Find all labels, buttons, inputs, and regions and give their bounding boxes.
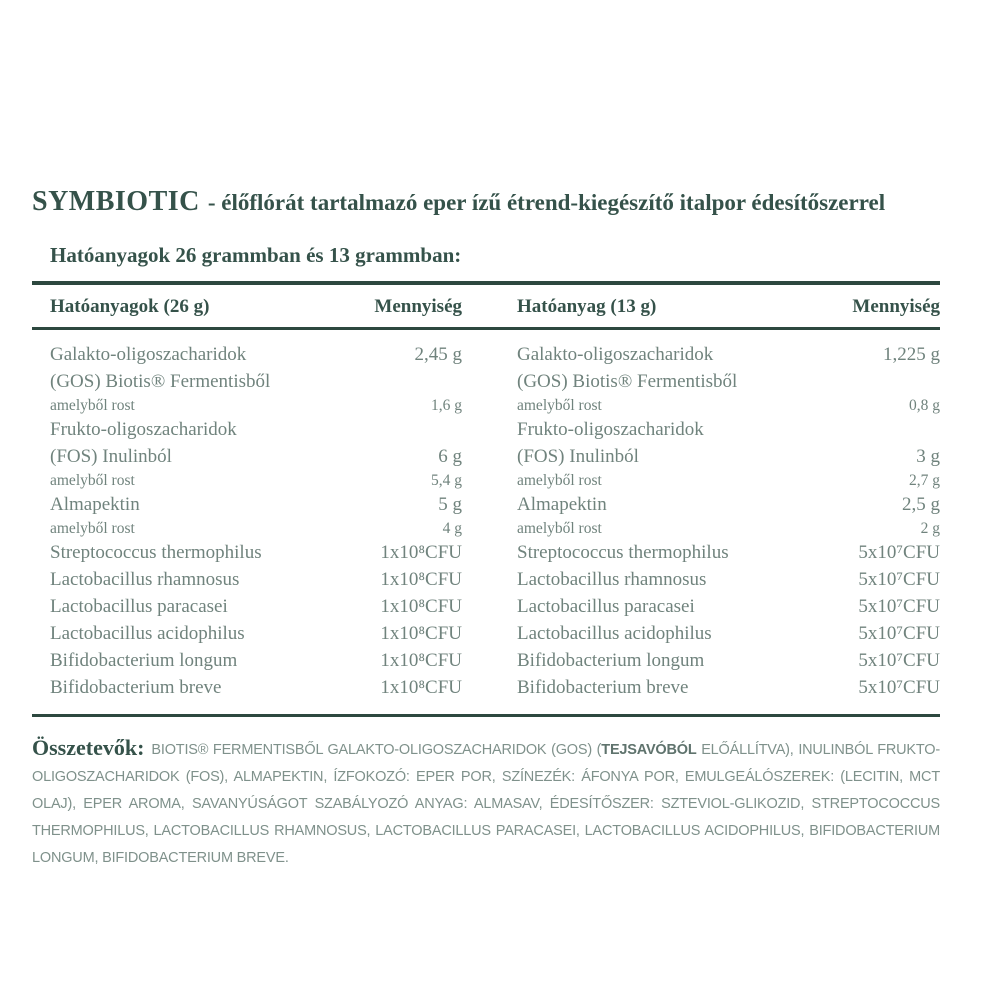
ingredient-amount-13g: 5x10⁷CFU (858, 596, 940, 617)
table-row: Lactobacillus acidophilus 1x10⁸CFU Lacto… (32, 620, 940, 647)
ingredient-name-26g: amelyből rost (50, 472, 135, 489)
ingredient-name-13g: Galakto-oligoszacharidok (517, 344, 714, 365)
active-ingredients-table: Hatóanyagok (26 g) Mennyiség Hatóanyag (… (32, 281, 940, 717)
ingredient-amount-26g: 1x10⁸CFU (380, 650, 462, 671)
product-label-page: SYMBIOTIC - élőflórát tartalmazó eper íz… (32, 186, 968, 872)
ingredients-text-2: ELŐÁLLÍTVA), INULINBÓL FRUKTO-OLIGOSZACH… (32, 742, 940, 866)
table-row: amelyből rost 4 g amelyből rost 2 g (32, 518, 940, 539)
ingredient-amount-13g: 3 g (916, 446, 940, 467)
section-subtitle: Hatóanyagok 26 grammban és 13 grammban: (50, 243, 462, 267)
ingredient-amount-13g: 1,225 g (883, 344, 940, 365)
ingredient-amount-26g: 4 g (442, 520, 462, 537)
ingredient-amount-13g: 5x10⁷CFU (858, 623, 940, 644)
ingredient-name-13g: Lactobacillus paracasei (517, 596, 695, 617)
page-title: SYMBIOTIC - élőflórát tartalmazó eper íz… (32, 186, 968, 218)
table-row: Bifidobacterium breve 1x10⁸CFU Bifidobac… (32, 674, 940, 701)
ingredient-name-26g: Bifidobacterium breve (50, 677, 222, 698)
brand-name: SYMBIOTIC (32, 186, 200, 217)
header-amount-13g: Mennyiség (852, 296, 940, 317)
ingredient-amount-26g: 1x10⁸CFU (380, 677, 462, 698)
ingredient-amount-13g: 5x10⁷CFU (858, 542, 940, 563)
ingredient-amount-13g: 5x10⁷CFU (858, 569, 940, 590)
header-ingredients-13g: Hatóanyag (13 g) (517, 296, 657, 317)
ingredients-label: Összetevők: (32, 735, 145, 760)
ingredient-name-13g: Lactobacillus rhamnosus (517, 569, 707, 590)
title-description: - élőflórát tartalmazó eper ízű étrend-k… (207, 190, 886, 215)
table-row: Bifidobacterium longum 1x10⁸CFU Bifidoba… (32, 647, 940, 674)
ingredients-paragraph: Összetevők: BIOTIS® FERMENTISBŐL GALAKTO-… (32, 734, 940, 872)
ingredient-amount-13g (752, 416, 940, 443)
ingredient-name-13g: Lactobacillus acidophilus (517, 623, 712, 644)
ingredient-name-26g: Lactobacillus acidophilus (50, 623, 245, 644)
ingredient-name-26g: (FOS) Inulinból (50, 446, 172, 467)
ingredient-name-26g: Lactobacillus rhamnosus (50, 569, 240, 590)
ingredient-name-13g: Bifidobacterium longum (517, 650, 705, 671)
table-row: amelyből rost 1,6 g amelyből rost 0,8 g (32, 395, 940, 416)
ingredient-name-26g: (GOS) Biotis® Fermentisből (50, 371, 271, 392)
ingredient-name-13g: Streptococcus thermophilus (517, 542, 729, 563)
ingredients-allergen: TEJSAVÓBÓL (601, 742, 697, 758)
ingredient-amount-26g: 1x10⁸CFU (380, 623, 462, 644)
ingredient-amount-26g: 2,45 g (414, 344, 463, 365)
ingredient-amount-13g: 2,7 g (909, 472, 940, 489)
ingredient-name-26g: Lactobacillus paracasei (50, 596, 228, 617)
ingredient-name-26g: Streptococcus thermophilus (50, 542, 262, 563)
table-header-row: Hatóanyagok (26 g) Mennyiség Hatóanyag (… (32, 285, 940, 330)
ingredient-amount-26g: 1x10⁸CFU (380, 596, 462, 617)
ingredient-name-13g: amelyből rost (517, 520, 602, 537)
table-row: Streptococcus thermophilus 1x10⁸CFU Stre… (32, 539, 940, 566)
ingredient-name-13g: (FOS) Inulinból (517, 446, 639, 467)
ingredients-text-1: BIOTIS® FERMENTISBŐL GALAKTO-OLIGOSZACHA… (151, 742, 602, 758)
ingredient-amount-26g: 5 g (438, 494, 462, 515)
ingredient-amount-13g: 2,5 g (902, 494, 940, 515)
ingredient-name-13g: amelyből rost (517, 472, 602, 489)
ingredient-name-13g: amelyből rost (517, 397, 602, 414)
table-row: (GOS) Biotis® Fermentisből (GOS) Biotis®… (32, 368, 940, 395)
table-row: Frukto-oligoszacharidok Frukto-oligoszac… (32, 416, 940, 443)
table-row: (FOS) Inulinból 6 g (FOS) Inulinból 3 g (32, 443, 940, 470)
ingredient-amount-13g (752, 368, 940, 395)
ingredient-name-26g: amelyből rost (50, 520, 135, 537)
ingredient-amount-13g: 5x10⁷CFU (858, 677, 940, 698)
ingredient-name-13g: (GOS) Biotis® Fermentisből (517, 371, 738, 392)
ingredient-amount-13g: 2 g (920, 520, 940, 537)
ingredient-name-13g: Bifidobacterium breve (517, 677, 689, 698)
ingredient-name-13g: Almapektin (517, 494, 607, 515)
ingredient-amount-26g: 5,4 g (431, 472, 462, 489)
ingredient-amount-26g: 1x10⁸CFU (380, 542, 462, 563)
ingredient-amount-13g: 5x10⁷CFU (858, 650, 940, 671)
table-row: Lactobacillus rhamnosus 1x10⁸CFU Lactoba… (32, 566, 940, 593)
header-ingredients-26g: Hatóanyagok (26 g) (50, 296, 210, 317)
ingredient-amount-26g: 6 g (438, 446, 462, 467)
ingredient-name-26g: Almapektin (50, 494, 140, 515)
ingredient-name-13g: Frukto-oligoszacharidok (517, 419, 704, 440)
ingredient-name-26g: Galakto-oligoszacharidok (50, 344, 247, 365)
table-row: amelyből rost 5,4 g amelyből rost 2,7 g (32, 470, 940, 491)
ingredient-amount-26g: 1,6 g (431, 397, 462, 414)
table-row: Galakto-oligoszacharidok 2,45 g Galakto-… (32, 341, 940, 368)
ingredient-name-26g: Bifidobacterium longum (50, 650, 238, 671)
ingredient-name-26g: Frukto-oligoszacharidok (50, 419, 237, 440)
table-body: Galakto-oligoszacharidok 2,45 g Galakto-… (32, 330, 940, 717)
ingredient-amount-13g: 0,8 g (909, 397, 940, 414)
ingredient-name-26g: amelyből rost (50, 397, 135, 414)
ingredient-amount-26g: 1x10⁸CFU (380, 569, 462, 590)
ingredient-amount-26g (317, 368, 462, 395)
header-amount-26g: Mennyiség (374, 296, 462, 317)
table-row: Almapektin 5 g Almapektin 2,5 g (32, 491, 940, 518)
ingredient-amount-26g (317, 416, 462, 443)
table-row: Lactobacillus paracasei 1x10⁸CFU Lactoba… (32, 593, 940, 620)
